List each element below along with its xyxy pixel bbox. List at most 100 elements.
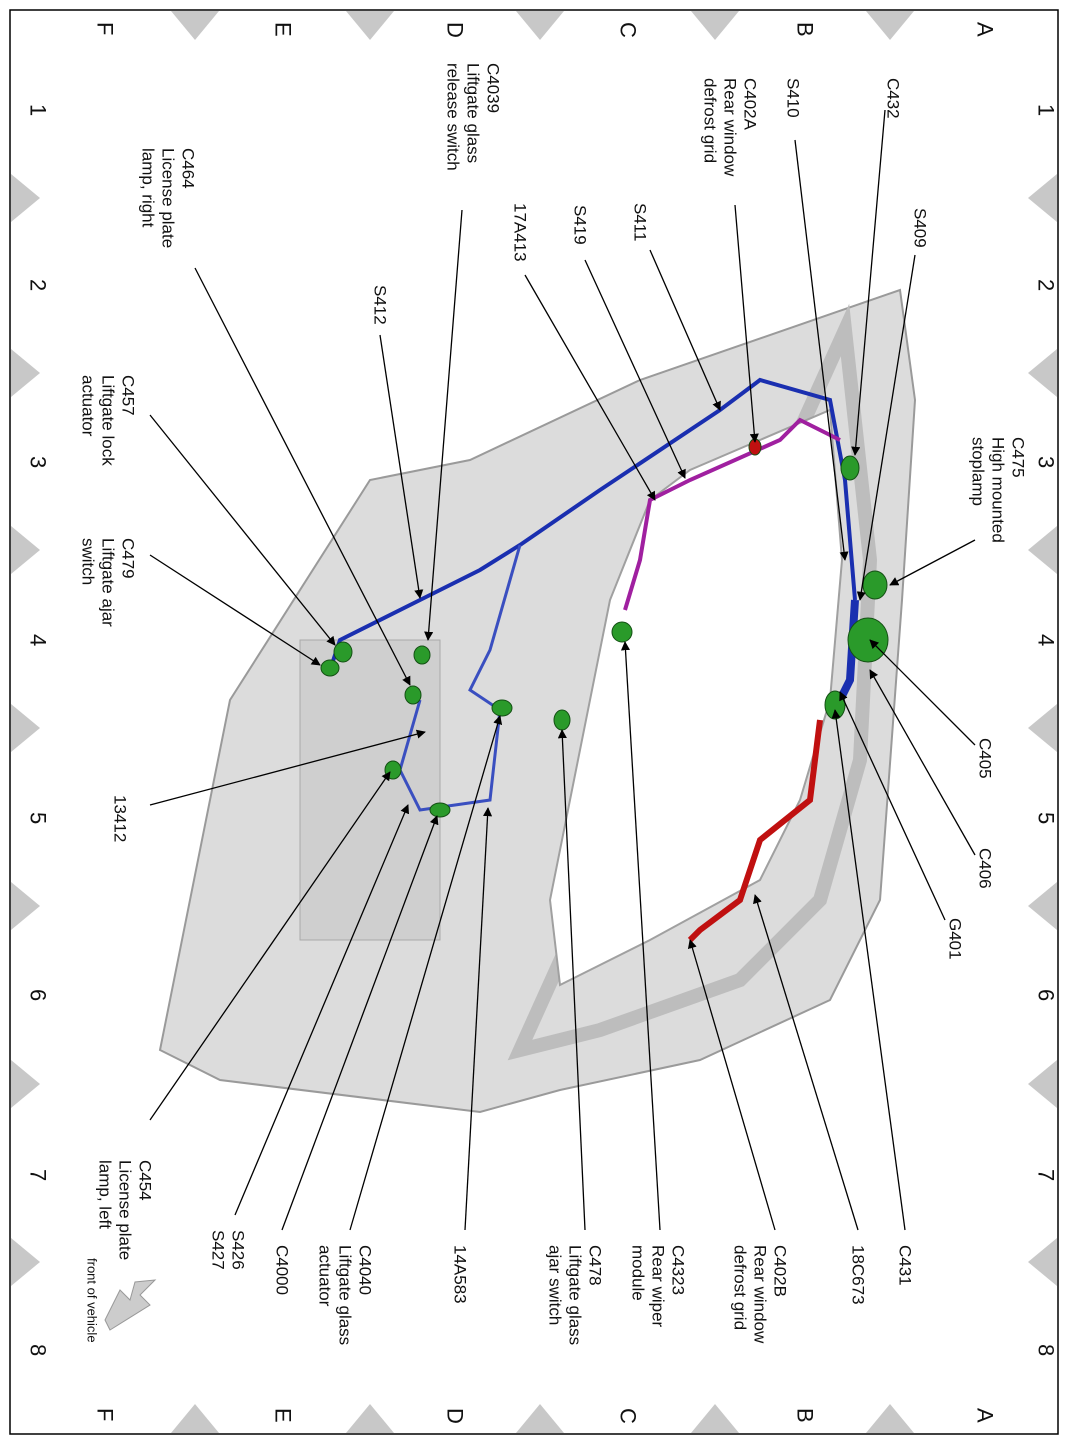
label: S419 [571, 205, 590, 245]
grid-column-label: 4 [1034, 634, 1059, 646]
label-line: 14A583 [451, 1245, 470, 1304]
leader-line [524, 274, 656, 501]
front-arrow-icon [104, 1279, 157, 1331]
label-line: stoplamp [969, 437, 988, 506]
grid-column-label-group: 5 [26, 812, 51, 824]
leader-line [620, 641, 661, 1231]
leader-line [424, 209, 463, 641]
wire-blue [328, 377, 857, 671]
grid-column-label-group: 6 [1034, 989, 1059, 1001]
leader-line [851, 109, 886, 456]
border-triangle [691, 1404, 739, 1433]
border-triangle [171, 11, 219, 40]
label: C431 [896, 1245, 915, 1286]
grid-row-label: A [973, 22, 998, 37]
grid-row-label: F [93, 22, 118, 35]
grid-row-label-group: E [271, 22, 296, 37]
wire-purple [623, 417, 841, 611]
leader-line [194, 267, 411, 686]
label-line: actuator [316, 1245, 335, 1307]
grid-row-label: F [93, 1408, 118, 1421]
grid-column-label-group: 7 [26, 1169, 51, 1181]
grid-row-label-group: D [443, 1408, 468, 1424]
label-line: C475 [1009, 437, 1028, 478]
label-line: 13412 [111, 795, 130, 842]
grid-row-label-group: A [973, 1408, 998, 1423]
leader-line [464, 807, 493, 1231]
label-line: 17A413 [511, 203, 530, 262]
grid-row-label: C [616, 1408, 641, 1424]
label: 14A583 [451, 1245, 470, 1304]
grid-row-label-group: B [793, 1408, 818, 1423]
wire-red [687, 719, 823, 943]
label-line: C457 [119, 375, 138, 416]
label: 18C673 [849, 1245, 868, 1305]
grid-row-label-group: B [793, 22, 818, 37]
border-triangle [11, 174, 40, 222]
grid-column-label: 6 [26, 989, 51, 1001]
label-line: C402B [771, 1245, 790, 1297]
grid-column-label: 6 [1034, 989, 1059, 1001]
grid-row-label: D [443, 1408, 468, 1424]
label-line: S419 [571, 205, 590, 245]
grid-column-label: 8 [1034, 1344, 1059, 1356]
label-line: Rear window [751, 1245, 770, 1344]
grid-column-label-group: 2 [26, 279, 51, 291]
grid-column-label-group: 4 [26, 634, 51, 646]
label-line: lamp, left [96, 1160, 115, 1229]
border-triangle [516, 1404, 564, 1433]
border-triangle [1028, 1060, 1057, 1108]
connector [553, 709, 571, 731]
label: 17A413 [511, 203, 530, 262]
leader-line [869, 669, 976, 856]
grid-column-label-group: 5 [1034, 812, 1059, 824]
leader-line [753, 894, 859, 1231]
frame [9, 9, 1059, 1435]
grid-row-label: C [616, 22, 641, 38]
border-triangle [516, 11, 564, 40]
leader-line [734, 204, 759, 443]
label-line: C402A [741, 78, 760, 131]
label: S410 [784, 78, 803, 118]
grid-row-label: B [793, 22, 818, 37]
leader-lines [149, 109, 976, 1231]
leader-line [149, 729, 426, 806]
border-triangle [866, 1404, 914, 1433]
border-triangle [11, 1060, 40, 1108]
label-line: module [629, 1245, 648, 1301]
border-triangle [11, 1238, 40, 1286]
border-triangle [866, 11, 914, 40]
connectors [320, 438, 889, 818]
connector [491, 699, 513, 717]
label-line: C431 [896, 1245, 915, 1286]
label-line: lamp, right [139, 148, 158, 228]
border-triangle [11, 349, 40, 397]
grid-column-label-group: 8 [26, 1344, 51, 1356]
label-line: C454 [136, 1160, 155, 1201]
label: G401 [946, 918, 965, 960]
grid-row-label-group: D [443, 22, 468, 38]
leader-line [649, 249, 721, 411]
label-line: defrost grid [731, 1245, 750, 1330]
connector [840, 455, 860, 481]
label-line: Liftgate ajar [99, 538, 118, 627]
grid-column-label: 4 [26, 634, 51, 646]
grid-row-label: E [271, 22, 296, 37]
label: 13412 [111, 795, 130, 842]
label-line: S409 [911, 208, 930, 248]
leader-line [557, 729, 586, 1231]
leader-line [794, 139, 849, 561]
connector [320, 659, 340, 677]
label-line: C4040 [356, 1245, 375, 1295]
label: C4000 [273, 1245, 292, 1295]
grid-row-label-group: A [973, 22, 998, 37]
grid-column-label: 8 [26, 1344, 51, 1356]
label: C432 [884, 78, 903, 119]
label-line: switch [79, 538, 98, 585]
label-line: C479 [119, 538, 138, 579]
border-triangle [171, 1404, 219, 1433]
